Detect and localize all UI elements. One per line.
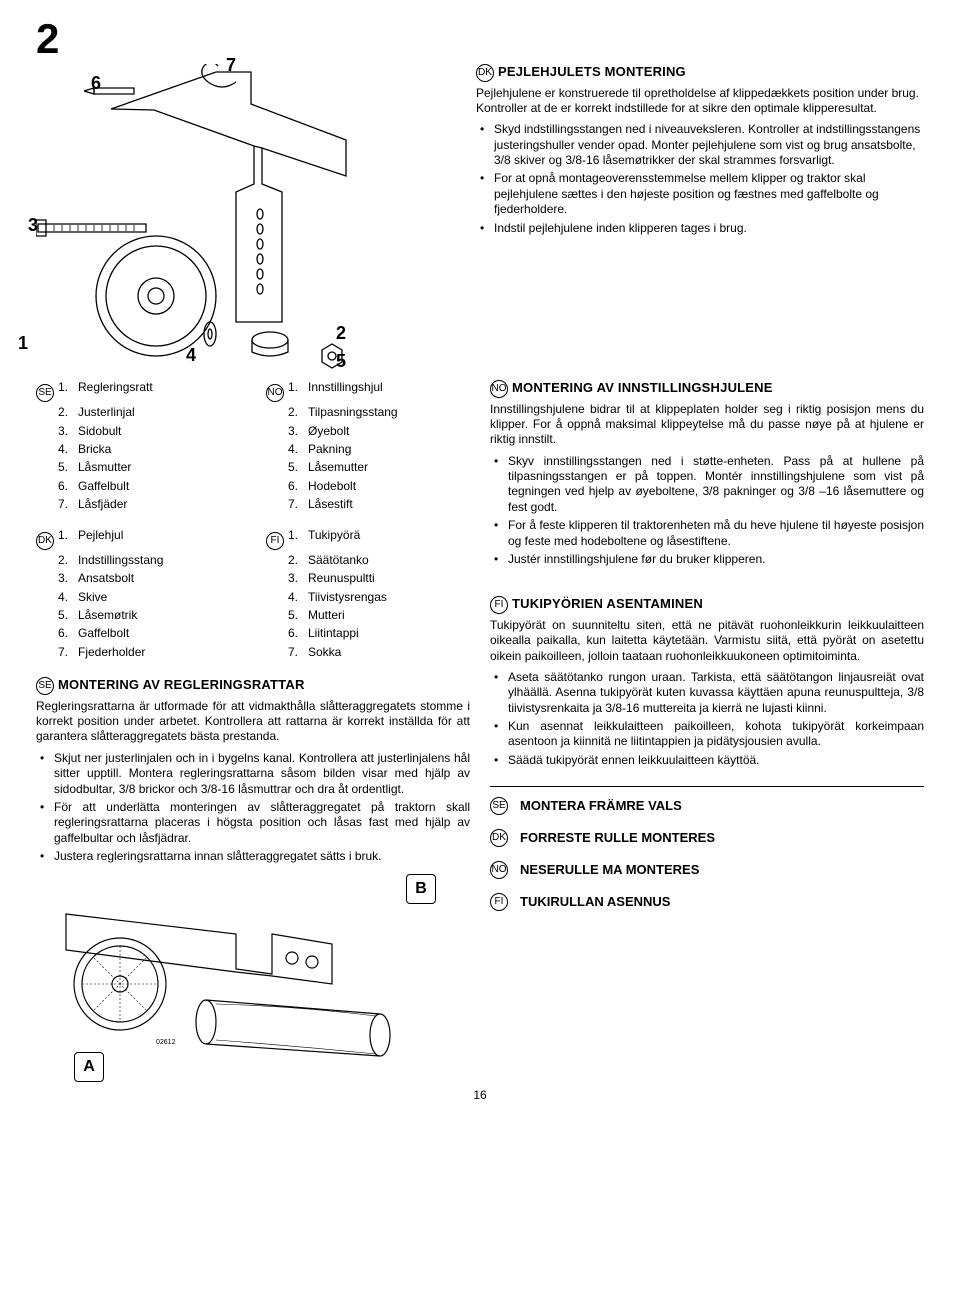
roller-fi-title: TUKIRULLAN ASENNUS bbox=[520, 894, 670, 911]
parts-list-se: SE1.Regleringsratt 2.Justerlinjal 3.Sido… bbox=[36, 380, 240, 516]
fi-intro: Tukipyörät on suunniteltu siten, että ne… bbox=[490, 618, 924, 664]
fi-part-1: Tukipyörä bbox=[308, 528, 360, 542]
se-part-7: Låsfjäder bbox=[78, 497, 127, 511]
dk-part-6: Gaffelbolt bbox=[78, 626, 129, 640]
fi-bullet-2: Kun asennat leikkulaitteen paikoilleen, … bbox=[490, 719, 924, 750]
ctry-fi-icon: FI bbox=[266, 532, 284, 550]
callout-1: 1 bbox=[18, 332, 28, 355]
fi-part-4: Tiivistysrengas bbox=[308, 590, 387, 604]
se-bullet-2: För att underlätta monteringen av slåtte… bbox=[36, 800, 470, 846]
no-intro: Innstillingshjulene bidrar til at klippe… bbox=[490, 402, 924, 448]
roller-diagram: B 02612 bbox=[36, 874, 456, 1064]
dk-part-3: Ansatsbolt bbox=[78, 571, 134, 585]
dk-bullet-2: For at opnå montageoverensstemmelse mell… bbox=[476, 171, 924, 217]
fi-bullets: Aseta säätötanko rungon uraan. Tarkista,… bbox=[490, 670, 924, 768]
fig-label-A: A bbox=[74, 1052, 104, 1082]
fi-part-2: Säätötanko bbox=[308, 553, 369, 567]
no-bullet-2: For å feste klipperen til traktorenheten… bbox=[490, 518, 924, 549]
ctry-no-icon: NO bbox=[266, 384, 284, 402]
se-part-2: Justerlinjal bbox=[78, 405, 135, 419]
ctry-se-icon-2: SE bbox=[490, 797, 508, 815]
ctry-dk-icon: DK bbox=[36, 532, 54, 550]
se-bullet-3: Justera regleringsrattarna innan slåtter… bbox=[36, 849, 470, 864]
callout-5: 5 bbox=[336, 350, 346, 373]
ctry-fi-icon-2: FI bbox=[490, 893, 508, 911]
no-part-1: Innstillingshjul bbox=[308, 380, 383, 394]
se-bullet-1: Skjut ner justerlinjalen och in i bygeln… bbox=[36, 751, 470, 797]
dk-bullets: Skyd indstillingsstangen ned i niveauvek… bbox=[476, 122, 924, 236]
callout-3: 3 bbox=[28, 214, 38, 237]
no-part-4: Pakning bbox=[308, 442, 351, 456]
roller-svg: 02612 bbox=[36, 874, 456, 1064]
fi-part-7: Sokka bbox=[308, 645, 341, 659]
country-se-icon: SE bbox=[36, 677, 54, 695]
no-bullets: Skyv innstillingsstangen ned i støtte-en… bbox=[490, 454, 924, 568]
dk-heading: PEJLEHJULETS MONTERING bbox=[498, 64, 686, 81]
divider bbox=[490, 786, 924, 787]
ctry-dk-icon-2: DK bbox=[490, 829, 508, 847]
roller-no-title: NESERULLE MA MONTERES bbox=[520, 862, 699, 879]
se-part-6: Gaffelbult bbox=[78, 479, 129, 493]
no-part-5: Låsemutter bbox=[308, 460, 368, 474]
dk-part-2: Indstillingsstang bbox=[78, 553, 163, 567]
se-heading: MONTERING AV REGLERINGSRATTAR bbox=[58, 677, 305, 694]
dk-part-7: Fjederholder bbox=[78, 645, 145, 659]
fi-part-6: Liitintappi bbox=[308, 626, 359, 640]
partnum-text: 02612 bbox=[156, 1039, 176, 1046]
page-section-number: 2 bbox=[36, 18, 924, 60]
wheel-assembly-svg bbox=[36, 64, 456, 374]
se-part-3: Sidobult bbox=[78, 424, 121, 438]
dk-bullet-3: Indstil pejlehjulene inden klipperen tag… bbox=[476, 221, 924, 236]
dk-part-4: Skive bbox=[78, 590, 107, 604]
se-part-4: Bricka bbox=[78, 442, 111, 456]
no-bullet-3: Justér innstillingshjulene før du bruker… bbox=[490, 552, 924, 567]
dk-bullet-1: Skyd indstillingsstangen ned i niveauvek… bbox=[476, 122, 924, 168]
callout-6: 6 bbox=[91, 72, 101, 95]
no-part-2: Tilpasningsstang bbox=[308, 405, 398, 419]
assembly-diagram: 6 7 3 1 4 2 5 bbox=[36, 64, 456, 374]
fi-part-5: Mutteri bbox=[308, 608, 345, 622]
roller-no: NO NESERULLE MA MONTERES bbox=[490, 861, 924, 879]
country-fi-icon: FI bbox=[490, 596, 508, 614]
country-no-icon: NO bbox=[490, 380, 508, 398]
callout-7: 7 bbox=[226, 54, 236, 77]
parts-list-dk: DK1.Pejlehjul 2.Indstillingsstang 3.Ansa… bbox=[36, 528, 240, 664]
dk-intro: Pejlehjulene er konstruerede til opretho… bbox=[476, 86, 924, 117]
dk-part-1: Pejlehjul bbox=[78, 528, 123, 542]
no-heading: MONTERING AV INNSTILLINGSHJULENE bbox=[512, 380, 773, 397]
callout-2: 2 bbox=[336, 322, 346, 345]
fig-label-B: B bbox=[406, 874, 436, 904]
no-bullet-1: Skyv innstillingsstangen ned i støtte-en… bbox=[490, 454, 924, 515]
roller-fi: FI TUKIRULLAN ASENNUS bbox=[490, 893, 924, 911]
se-bullets: Skjut ner justerlinjalen och in i bygeln… bbox=[36, 751, 470, 865]
dk-part-5: Låsemøtrik bbox=[78, 608, 137, 622]
parts-list-fi: FI1.Tukipyörä 2.Säätötanko 3.Reunuspultt… bbox=[266, 528, 470, 664]
country-dk-icon: DK bbox=[476, 64, 494, 82]
roller-se: SE MONTERA FRÄMRE VALS bbox=[490, 797, 924, 815]
fi-part-3: Reunuspultti bbox=[308, 571, 375, 585]
fi-heading: TUKIPYÖRIEN ASENTAMINEN bbox=[512, 596, 703, 613]
roller-dk: DK FORRESTE RULLE MONTERES bbox=[490, 829, 924, 847]
se-intro: Regleringsrattarna är utformade för att … bbox=[36, 699, 470, 745]
no-part-6: Hodebolt bbox=[308, 479, 356, 493]
parts-list-no: NO1.Innstillingshjul 2.Tilpasningsstang … bbox=[266, 380, 470, 516]
callout-4: 4 bbox=[186, 344, 196, 367]
page-number-footer: 16 bbox=[36, 1088, 924, 1103]
ctry-se-icon: SE bbox=[36, 384, 54, 402]
fi-bullet-3: Säädä tukipyörät ennen leikkuulaitteen k… bbox=[490, 753, 924, 768]
roller-dk-title: FORRESTE RULLE MONTERES bbox=[520, 830, 715, 847]
roller-se-title: MONTERA FRÄMRE VALS bbox=[520, 798, 682, 815]
ctry-no-icon-2: NO bbox=[490, 861, 508, 879]
se-part-1: Regleringsratt bbox=[78, 380, 153, 394]
no-part-7: Låsestift bbox=[308, 497, 353, 511]
se-part-5: Låsmutter bbox=[78, 460, 131, 474]
no-part-3: Øyebolt bbox=[308, 424, 349, 438]
fi-bullet-1: Aseta säätötanko rungon uraan. Tarkista,… bbox=[490, 670, 924, 716]
